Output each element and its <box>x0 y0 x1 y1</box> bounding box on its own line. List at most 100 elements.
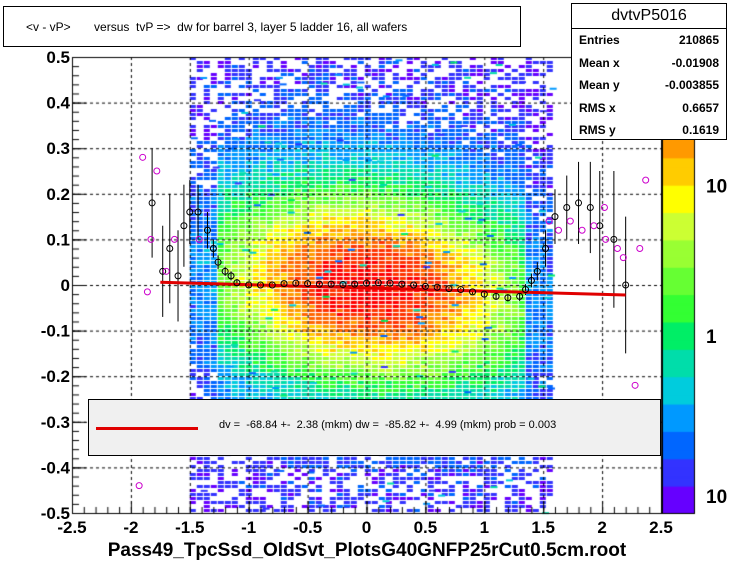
plot-title: <v - vP> versus tvP => dw for barrel 3, … <box>3 6 521 47</box>
stats-row-rms-y: RMS y 0.1619 <box>572 119 726 142</box>
profile-point <box>551 213 559 221</box>
profile-point-alt <box>613 245 621 253</box>
x-tick-label: -1 <box>241 518 256 537</box>
colorbar-tick-label: 10 <box>706 177 727 198</box>
y-tick-label: 0 <box>61 276 70 295</box>
x-tick-label: -2.5 <box>57 518 86 537</box>
profile-point <box>445 285 453 293</box>
y-tick-label: 0.2 <box>46 185 70 204</box>
y-tick-label: -0.5 <box>41 504 70 523</box>
tick-labels: -2.5 -2 -1.5 -1 -0.5 0 0.5 1 1.5 2 2.5 0.5 0.4 0.3 0.2… <box>41 48 727 537</box>
profile-point-alt <box>578 226 586 234</box>
colorbar-tick-label: 10 <box>706 487 727 508</box>
stats-row-mean-x: Mean x -0.01908 <box>572 52 726 75</box>
profile-point <box>221 267 229 275</box>
x-tick-label: -0.5 <box>293 518 322 537</box>
profile-point-alt <box>590 222 598 230</box>
profile-point <box>522 286 530 294</box>
profile-point-alt <box>566 217 574 225</box>
profile-point-alt <box>147 235 155 243</box>
fit-legend-text: dv = -68.84 +- 2.38 (mkm) dw = -85.82 +-… <box>219 419 557 431</box>
profile-point <box>256 281 264 289</box>
profile-point <box>227 272 235 280</box>
y-tick-label: 0.4 <box>46 94 70 113</box>
stats-value: -0.01908 <box>671 55 719 70</box>
profile-point <box>469 288 477 296</box>
profile-point <box>209 245 217 253</box>
profile-point <box>327 280 335 288</box>
profile-point <box>194 208 202 216</box>
profile-point <box>504 294 512 302</box>
y-tick-label: 0.5 <box>46 48 70 67</box>
profile-point-alt <box>153 167 161 175</box>
profile-point <box>351 280 359 288</box>
profile-point <box>280 280 288 288</box>
profile-point-alt <box>602 235 610 243</box>
profile-point <box>166 245 174 253</box>
stats-row-rms-x: RMS x 0.6657 <box>572 97 726 120</box>
profile-point-alt <box>642 176 650 184</box>
x-tick-label: 1.5 <box>531 518 555 537</box>
stats-value: -0.003855 <box>664 78 719 92</box>
y-tick-label: -0.1 <box>41 322 70 341</box>
x-tick-label: 0 <box>362 518 371 537</box>
stats-value: 210865 <box>678 33 719 47</box>
stats-box: dvtvP5016 Entries 210865 Mean x -0.01908… <box>571 3 727 140</box>
profile-point <box>610 235 618 243</box>
y-tick-label: -0.2 <box>41 367 70 386</box>
profile-point-alt <box>631 381 639 389</box>
profile-point <box>542 245 550 253</box>
y-tick-label: 0.1 <box>46 230 70 249</box>
profile-point <box>233 279 241 287</box>
profile-point <box>410 281 418 289</box>
profile-point-alt <box>545 217 553 225</box>
profile-point-alt <box>636 245 644 253</box>
profile-point <box>374 279 382 287</box>
profile-point <box>268 281 276 289</box>
profile-point <box>174 272 182 280</box>
profile-point <box>363 279 370 287</box>
profile-point <box>563 203 571 211</box>
profile-point-alt <box>139 153 147 161</box>
profile-point <box>315 280 323 288</box>
profile-point <box>304 280 312 288</box>
profile-point <box>433 283 441 291</box>
profile-point-alt <box>162 267 170 275</box>
profile-point-alt <box>195 235 203 243</box>
stats-key: Mean y <box>579 78 620 92</box>
y-tick-label: -0.4 <box>41 458 71 477</box>
profile-point <box>533 267 541 275</box>
profile-point <box>492 292 500 300</box>
profile-point-alt <box>619 254 627 262</box>
x-tick-label: -2 <box>123 518 138 537</box>
profile-point-alt <box>555 226 563 234</box>
fit-legend-line <box>96 427 198 430</box>
x-tick-label: 1 <box>480 518 489 537</box>
x-tick-label: 0.5 <box>414 518 438 537</box>
profile-point <box>292 279 300 287</box>
stats-key: RMS y <box>579 123 616 137</box>
stats-name: dvtvP5016 <box>572 4 726 29</box>
stats-row-entries: Entries 210865 <box>572 29 726 52</box>
x-tick-label: 2.5 <box>649 518 673 537</box>
stats-key: Mean x <box>579 55 620 70</box>
profile-point-alt <box>170 235 178 243</box>
profile-point <box>180 222 188 230</box>
profile-point <box>457 286 465 294</box>
profile-point <box>148 199 156 207</box>
x-axis-label: Pass49_TpcSsd_OldSvt_PlotsG40GNFP25rCut0… <box>107 540 627 561</box>
profile-point-alt <box>143 288 151 296</box>
y-tick-label: -0.3 <box>41 413 70 432</box>
profile-point-alt <box>600 203 608 211</box>
x-tick-label: 2 <box>597 518 606 537</box>
profile-markers <box>135 148 650 490</box>
profile-point <box>245 281 253 289</box>
fit-line <box>160 280 626 297</box>
profile-point <box>339 281 347 289</box>
x-tick-label: -1.5 <box>175 518 204 537</box>
profile-point <box>214 258 222 266</box>
profile-point <box>203 226 211 234</box>
stats-key: RMS x <box>579 100 616 115</box>
profile-point <box>421 282 429 290</box>
